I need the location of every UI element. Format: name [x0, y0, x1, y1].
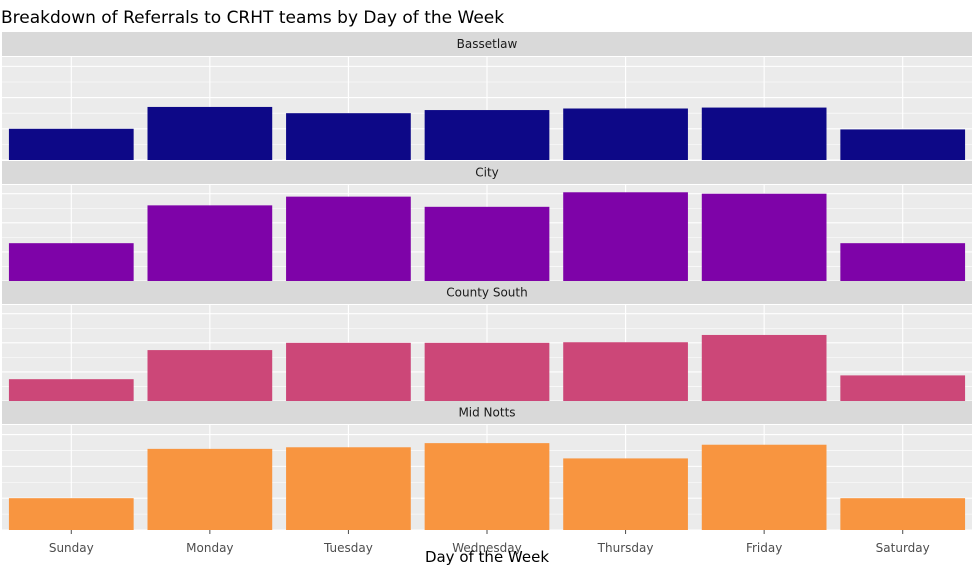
facet-strip-label: City — [475, 166, 499, 180]
bar-bassetlaw-tuesday — [286, 113, 411, 160]
bar-mid-notts-friday — [701, 444, 827, 530]
bar-bassetlaw-friday — [701, 107, 827, 160]
bar-county-south-monday — [147, 350, 273, 401]
bar-city-thursday — [563, 192, 688, 281]
bar-mid-notts-saturday — [840, 498, 966, 530]
x-tick-label: Sunday — [49, 541, 94, 555]
bar-county-south-sunday — [8, 379, 134, 401]
x-tick-label: Tuesday — [323, 541, 373, 555]
bar-city-friday — [701, 193, 827, 281]
bar-mid-notts-wednesday — [424, 443, 550, 530]
bar-city-sunday — [8, 243, 134, 281]
bar-county-south-thursday — [563, 342, 688, 401]
x-tick-label: Wednesday — [452, 541, 521, 555]
bar-mid-notts-tuesday — [286, 447, 411, 530]
bar-bassetlaw-wednesday — [424, 110, 550, 160]
bar-bassetlaw-saturday — [840, 129, 966, 160]
x-tick-label: Monday — [186, 541, 233, 555]
facet-strip-label: County South — [446, 286, 527, 300]
facet-strip — [2, 401, 972, 424]
bar-city-monday — [147, 205, 273, 281]
bar-bassetlaw-sunday — [8, 128, 134, 160]
chart-title: Breakdown of Referrals to CRHT teams by … — [1, 8, 505, 28]
bar-county-south-wednesday — [424, 342, 550, 401]
bar-county-south-friday — [701, 334, 827, 401]
bar-bassetlaw-thursday — [563, 108, 688, 160]
x-tick-label: Saturday — [876, 541, 930, 555]
bar-city-wednesday — [424, 206, 550, 281]
bar-city-tuesday — [286, 196, 411, 281]
x-axis-title: Day of the Week — [425, 548, 549, 566]
x-tick-label: Thursday — [597, 541, 654, 555]
bar-county-south-saturday — [840, 375, 966, 401]
facet-strip-label: Mid Notts — [458, 406, 515, 420]
facet-strip — [2, 32, 972, 56]
x-tick-label: Friday — [746, 541, 782, 555]
bar-mid-notts-sunday — [8, 498, 134, 530]
bar-mid-notts-monday — [147, 448, 273, 530]
facet-strip-label: Bassetlaw — [457, 37, 518, 51]
facet-strip — [2, 161, 972, 184]
bar-city-saturday — [840, 243, 966, 281]
bar-mid-notts-thursday — [563, 458, 688, 530]
bar-bassetlaw-monday — [147, 106, 273, 160]
bar-county-south-tuesday — [286, 342, 411, 401]
facet-strip — [2, 281, 972, 304]
